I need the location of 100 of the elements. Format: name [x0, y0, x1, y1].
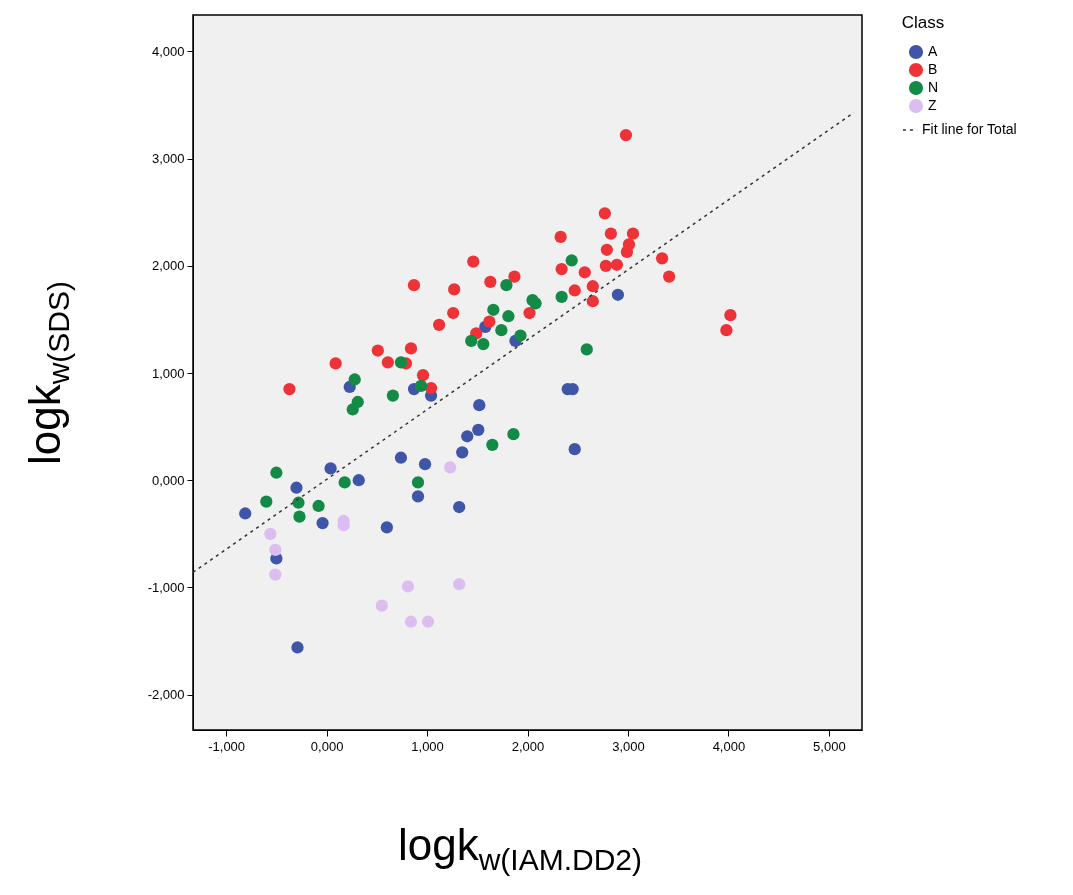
- point: [568, 443, 581, 456]
- point: [269, 568, 282, 581]
- point: [599, 259, 612, 272]
- point: [447, 306, 460, 320]
- point: [586, 280, 599, 293]
- point: [477, 337, 490, 351]
- point: [414, 379, 428, 393]
- point: [375, 599, 388, 612]
- point: [291, 641, 304, 654]
- point: [293, 510, 306, 523]
- point: [600, 243, 613, 256]
- point: [465, 334, 478, 347]
- point: [371, 344, 384, 357]
- x-axis-title: logk$_{w(IAM.DD2)}$: [397, 820, 643, 877]
- point: [386, 389, 400, 402]
- point: [264, 527, 277, 540]
- legend-label: Fit line for Total: [922, 121, 1017, 137]
- point: [411, 490, 425, 503]
- legend-label: A: [928, 43, 938, 59]
- point: [555, 290, 568, 304]
- point: [483, 315, 496, 328]
- point: [487, 303, 500, 316]
- x-tick-label: 5,000: [813, 738, 846, 754]
- point: [239, 507, 252, 520]
- point: [610, 258, 624, 271]
- point: [407, 279, 421, 292]
- x-tick-label: 4,000: [712, 738, 746, 754]
- x-tick-label: 1,000: [411, 738, 444, 754]
- point: [401, 580, 415, 593]
- point: [508, 270, 521, 283]
- legend-label: B: [928, 61, 938, 77]
- point: [324, 462, 337, 475]
- point: [484, 275, 497, 289]
- point: [655, 252, 669, 265]
- point: [486, 438, 499, 451]
- point: [453, 500, 466, 514]
- point: [523, 306, 536, 320]
- point: [432, 318, 446, 331]
- legend-label: Z: [928, 97, 937, 113]
- x-tick-label: 0,000: [310, 738, 344, 754]
- y-tick-label: 1,000: [151, 365, 185, 381]
- point: [502, 310, 515, 323]
- legend-title: Class: [901, 13, 945, 32]
- point: [394, 356, 408, 369]
- point: [416, 369, 430, 382]
- point: [724, 309, 737, 322]
- point: [604, 227, 617, 240]
- y-tick-label: 3,000: [151, 151, 185, 167]
- x-tick-label: 2,000: [511, 738, 545, 754]
- y-tick-label: -2,000: [147, 687, 185, 703]
- point: [456, 446, 469, 459]
- point: [329, 357, 342, 370]
- point: [270, 466, 283, 479]
- point: [586, 295, 599, 308]
- point: [381, 356, 394, 369]
- point: [352, 474, 365, 487]
- point: [568, 284, 581, 297]
- point: [346, 403, 359, 416]
- point: [290, 481, 303, 494]
- x-tick-label: 3,000: [612, 738, 645, 754]
- point: [500, 279, 513, 292]
- point: [404, 342, 418, 355]
- point: [380, 521, 393, 534]
- point: [404, 615, 418, 628]
- point: [260, 495, 273, 508]
- point: [424, 381, 438, 395]
- point: [448, 283, 461, 296]
- point: [453, 578, 466, 591]
- point: [312, 499, 325, 513]
- point: [507, 428, 520, 441]
- y-tick-label: -1,000: [147, 579, 185, 595]
- point: [394, 451, 408, 464]
- point: [611, 288, 625, 301]
- point: [554, 230, 567, 244]
- point: [269, 543, 282, 557]
- point: [720, 324, 733, 337]
- legend-label: N: [928, 79, 939, 95]
- point: [472, 423, 485, 436]
- y-tick-label: 2,000: [151, 258, 185, 274]
- point: [418, 458, 432, 471]
- point: [578, 266, 591, 279]
- point: [580, 343, 593, 356]
- point: [565, 254, 578, 267]
- point: [283, 383, 296, 396]
- point: [348, 373, 361, 386]
- point: [619, 128, 633, 142]
- point: [622, 238, 636, 251]
- point: [598, 207, 611, 220]
- point: [663, 270, 676, 283]
- point: [292, 496, 305, 509]
- y-tick-label: 0,000: [151, 472, 185, 488]
- point: [555, 262, 568, 276]
- point: [338, 476, 351, 489]
- x-tick-label: -1,000: [208, 738, 246, 754]
- point: [495, 324, 508, 337]
- point: [411, 476, 425, 489]
- point: [461, 430, 474, 443]
- point: [514, 329, 527, 342]
- point: [467, 255, 480, 268]
- y-tick-label: 4,000: [151, 43, 185, 59]
